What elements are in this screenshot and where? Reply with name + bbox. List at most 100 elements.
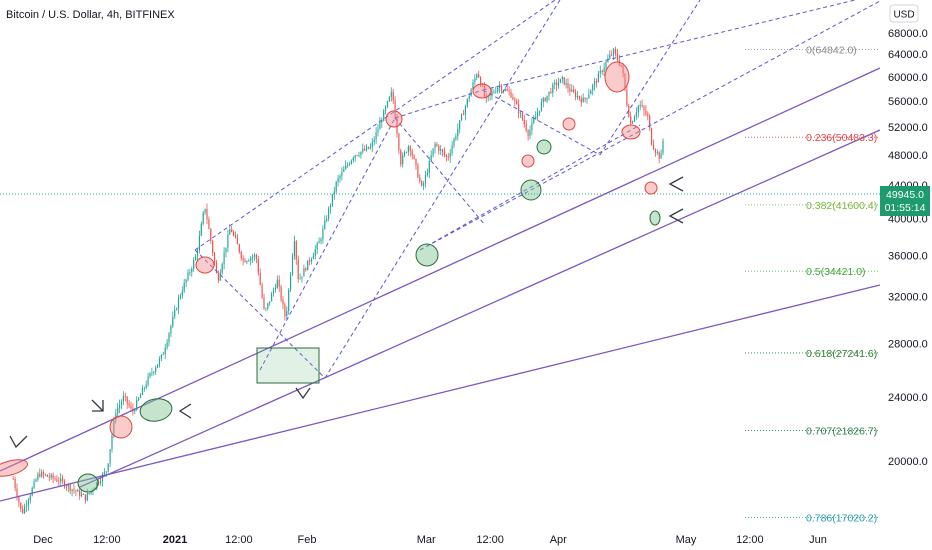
candle-body [405, 152, 408, 154]
time-tick-label: 2021 [163, 534, 187, 546]
pivot-high-marker[interactable] [621, 124, 641, 140]
pivot-high-marker[interactable] [562, 117, 576, 131]
price-tick-label: 40000.0 [888, 214, 928, 226]
trendline[interactable] [0, 67, 881, 472]
candle-body [107, 463, 109, 472]
pivot-high-marker[interactable] [644, 181, 658, 195]
candle-body [451, 145, 453, 154]
candle-body [510, 92, 512, 98]
channel-line[interactable] [482, 0, 856, 91]
price-axis[interactable] [880, 0, 932, 528]
candle-body [251, 256, 254, 258]
candle-body [213, 253, 216, 263]
pivot-low-marker[interactable] [520, 179, 542, 201]
currency-button[interactable]: USD [889, 4, 919, 23]
trendline[interactable] [79, 129, 881, 488]
channel-line[interactable] [194, 249, 326, 379]
candle-body [293, 241, 295, 257]
pivot-high-marker[interactable] [0, 457, 29, 480]
candle-body [536, 112, 539, 117]
candle-body [329, 205, 332, 209]
arrow-annotation[interactable] [668, 176, 684, 192]
channel-line[interactable] [259, 117, 396, 371]
arrow-annotation[interactable] [91, 399, 104, 412]
candle-body [42, 472, 45, 475]
pivot-high-marker[interactable] [385, 110, 403, 128]
channel-line[interactable] [419, 0, 881, 251]
price-tick-label: 24000.0 [888, 392, 928, 404]
candle-body [244, 259, 246, 263]
arrow-annotation[interactable] [668, 208, 684, 224]
pivot-low-marker[interactable] [536, 139, 552, 155]
candle-body [227, 234, 229, 248]
candle-body [120, 401, 123, 406]
price-tick-label: 64000.0 [888, 49, 928, 61]
time-axis[interactable] [0, 528, 932, 550]
candle-body [73, 489, 75, 491]
candle-body [485, 95, 487, 98]
arrow-annotation[interactable] [9, 435, 28, 449]
pivot-high-marker[interactable] [604, 61, 630, 93]
channel-line[interactable] [394, 89, 484, 119]
pivot-high-marker[interactable] [521, 154, 535, 168]
candle-body [445, 155, 447, 157]
channel-line[interactable] [599, 0, 701, 156]
candle-body [626, 89, 628, 106]
candle-body [88, 493, 90, 494]
candle-body [299, 278, 301, 280]
channel-line[interactable] [419, 124, 641, 251]
channel-line[interactable] [482, 89, 601, 156]
candle-body [464, 106, 466, 115]
candle-body [210, 228, 212, 241]
pivot-high-marker[interactable] [195, 256, 215, 274]
candle-body [440, 149, 442, 151]
candle-body [586, 98, 588, 99]
candle-body [350, 160, 352, 164]
candle-body [175, 308, 178, 310]
candle-body [126, 396, 128, 404]
candle-body [424, 175, 427, 184]
candle-body [481, 85, 484, 87]
candle-body [109, 449, 111, 464]
time-tick-label: May [676, 534, 697, 546]
candle-body [149, 373, 151, 377]
candle-body [185, 279, 187, 283]
fib-level-label: 0.382(41600.4) [806, 200, 877, 212]
candle-body [322, 228, 324, 240]
pivot-low-marker[interactable] [138, 396, 173, 423]
last-price-badge: 49945.0 01:55:14 [880, 186, 930, 216]
consolidation-box[interactable] [256, 347, 320, 384]
candle-body [44, 474, 47, 476]
candle-body [637, 105, 639, 113]
candle-body [554, 82, 556, 85]
pivot-high-marker[interactable] [472, 83, 492, 99]
channel-line[interactable] [194, 0, 556, 251]
pivot-low-marker[interactable] [649, 210, 661, 226]
time-tick-label: 12:00 [225, 534, 253, 546]
trendline[interactable] [0, 284, 881, 502]
candle-body [650, 128, 653, 145]
candle-body [288, 289, 290, 311]
candle-body [217, 273, 219, 281]
candle-body [29, 495, 31, 501]
candle-body [314, 249, 316, 256]
candle-body [590, 90, 592, 95]
candle-body [544, 98, 546, 102]
candle-body [25, 505, 28, 507]
pivot-low-marker[interactable] [415, 243, 439, 267]
candle-body [324, 220, 326, 229]
candle-body [194, 256, 197, 261]
channel-line[interactable] [394, 117, 486, 226]
arrow-annotation[interactable] [178, 403, 192, 419]
candle-body [242, 258, 244, 260]
candle-body [147, 376, 149, 385]
pivot-low-marker[interactable] [77, 473, 99, 493]
candle-body [250, 257, 252, 261]
arrow-annotation[interactable] [295, 387, 311, 400]
candle-body [303, 268, 305, 277]
candle-body [166, 342, 168, 349]
candle-body [143, 387, 145, 389]
pivot-high-marker[interactable] [109, 415, 133, 439]
candle-body [584, 97, 586, 99]
